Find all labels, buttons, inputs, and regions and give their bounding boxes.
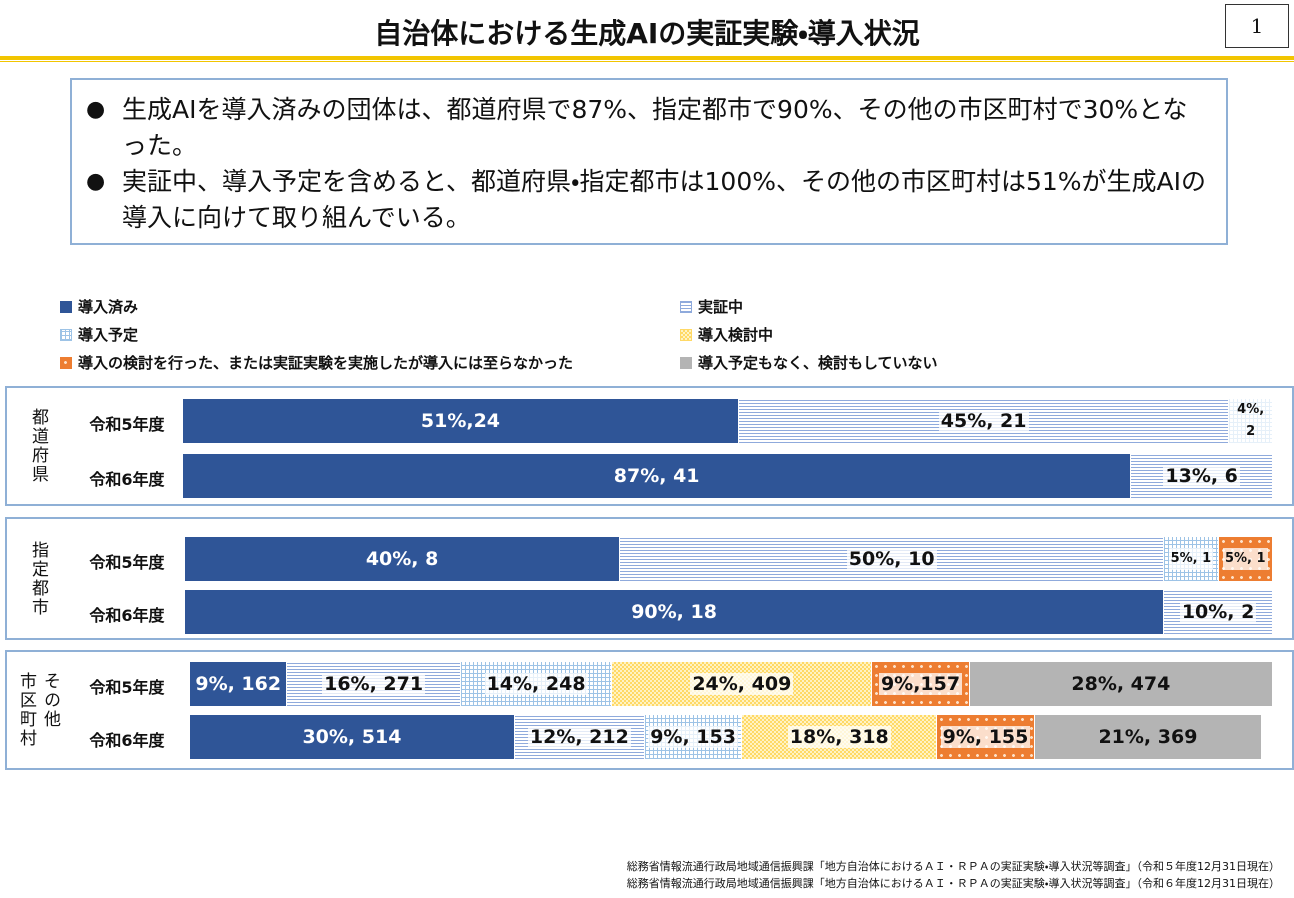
- legend-swatch: [60, 328, 72, 341]
- value-label: 4%, 2: [1229, 399, 1272, 443]
- bar-segment: 9%, 155: [937, 715, 1035, 759]
- value-label: 9%, 153: [648, 726, 738, 748]
- bar-segment: 9%, 153: [644, 715, 743, 759]
- group-label-line: 指定都市: [28, 540, 48, 617]
- legend-item: 導入検討中: [680, 324, 773, 345]
- bar-segment: 24%, 409: [612, 662, 873, 706]
- bar-segment: 30%, 514: [190, 715, 515, 759]
- legend-swatch: [60, 356, 72, 369]
- legend: 導入済み 実証中導入予定 導入検討中導入の検討を行った、または実証実験を実施したが導…: [60, 296, 1060, 376]
- legend-swatch: [60, 300, 72, 313]
- bar-segment: 87%, 41: [183, 454, 1132, 498]
- value-label: 30%, 514: [302, 726, 402, 748]
- value-label: 10%, 2: [1179, 601, 1257, 623]
- legend-item: 導入の検討を行った、または実証実験を実施したが導入には至らなかった: [60, 352, 573, 373]
- category-label: 令和6年度: [89, 731, 165, 750]
- value-label: 45%, 21: [938, 410, 1029, 432]
- value-label: 5%, 1: [1168, 548, 1214, 570]
- group-label-text: 指定都市: [26, 541, 50, 617]
- bar-segment: 40%, 8: [185, 537, 621, 581]
- title-rule: [0, 61, 1294, 62]
- value-label: 9%, 162: [195, 673, 282, 695]
- value-label: 28%, 474: [1071, 673, 1171, 695]
- value-label: 9%, 155: [940, 726, 1031, 748]
- bar-segment: 9%, 162: [190, 662, 288, 706]
- bar-segment: 21%, 369: [1034, 715, 1263, 759]
- value-label: 16%, 271: [322, 673, 426, 695]
- title-rule: [0, 56, 1294, 60]
- legend-label: 導入検討中: [698, 326, 774, 344]
- bar-segment: 9%,157: [872, 662, 970, 706]
- bullet-text: 実証中、導入予定を含めると、都道府県・指定都市は100%、その他の市区町村は51…: [122, 167, 1207, 232]
- legend-item: 実証中: [680, 296, 743, 317]
- legend-item: 導入予定: [60, 324, 138, 345]
- bullet-item: ● 実証中、導入予定を含めると、都道府県・指定都市は100%、その他の市区町村は5…: [86, 164, 1212, 236]
- group-label: 都道府県: [13, 388, 63, 504]
- bullet-item: ● 生成AIを導入済みの団体は、都道府県で87%、指定都市で90%、その他の市区町…: [86, 92, 1212, 164]
- summary-box: ● 生成AIを導入済みの団体は、都道府県で87%、指定都市で90%、その他の市区町…: [70, 78, 1228, 245]
- bar-segment: 5%, 1: [1218, 537, 1273, 581]
- value-label: 9%,157: [878, 673, 963, 695]
- bar-segment: 14%, 248: [460, 662, 613, 706]
- footnote: 総務省情報流通行政局地域通信振興課「地方自治体におけるＡＩ・ＲＰＡの実証実験・導…: [626, 877, 1280, 890]
- category-label: 令和5年度: [89, 415, 165, 434]
- legend-swatch: [680, 328, 692, 341]
- group-label-text: 都道府県: [26, 408, 50, 484]
- value-label: 14%, 248: [484, 673, 588, 695]
- value-label: 18%, 318: [787, 726, 891, 748]
- bullet-text: 生成AIを導入済みの団体は、都道府県で87%、指定都市で90%、その他の市区町村…: [122, 95, 1188, 160]
- value-label: 40%, 8: [365, 548, 439, 570]
- value-label: 24%, 409: [690, 673, 794, 695]
- bar-segment: 4%, 2: [1229, 399, 1273, 443]
- legend-swatch: [680, 300, 692, 313]
- legend-swatch: [680, 356, 692, 369]
- legend-item: 導入済み: [60, 296, 138, 317]
- slide-title: 自治体における生成AIの実証実験・導入状況: [374, 17, 920, 50]
- bullet-dot: ●: [86, 169, 106, 194]
- bar-segment: 12%, 212: [514, 715, 645, 759]
- group-label-line: 市区町村: [16, 672, 36, 748]
- value-label: 13%, 6: [1163, 465, 1240, 487]
- page-number: 1: [1225, 4, 1289, 48]
- bar-segment: 13%, 6: [1131, 454, 1273, 498]
- group-label-line: 都道府県: [28, 408, 48, 484]
- category-label: 令和6年度: [89, 606, 165, 625]
- chart-panel: 都道府県 令和5年度 51%,24 45%, 21 4%, 2 令和6年度 87%, 41 1…: [5, 386, 1294, 506]
- legend-label: 導入済み: [78, 298, 139, 316]
- bar-segment: 16%, 271: [287, 662, 461, 706]
- chart-panel: その他 市区町村 令和5年度 9%, 162 16%, 271 14%, 248 24%, …: [5, 650, 1294, 770]
- group-label-text: その他 市区町村: [14, 672, 62, 748]
- group-label: その他 市区町村: [13, 652, 63, 768]
- bar-segment: 10%, 2: [1164, 590, 1273, 634]
- value-label: 12%, 212: [527, 726, 631, 748]
- bar-segment: 90%, 18: [185, 590, 1165, 634]
- legend-label: 導入予定: [78, 326, 139, 344]
- value-label: 87%, 41: [613, 465, 700, 487]
- legend-item: 導入予定もなく、検討もしていない: [680, 352, 938, 373]
- category-label: 令和5年度: [89, 553, 165, 572]
- bar-segment: 28%, 474: [969, 662, 1273, 706]
- chart-panel: 指定都市 令和5年度 40%, 8 50%, 10 5%, 1 5%, 1 令和6年度 90%…: [5, 517, 1294, 640]
- value-label: 50%, 10: [846, 548, 937, 570]
- footnote: 総務省情報流通行政局地域通信振興課「地方自治体におけるＡＩ・ＲＰＡの実証実験・導…: [626, 860, 1280, 873]
- legend-label: 実証中: [698, 298, 744, 316]
- value-label: 21%, 369: [1098, 726, 1198, 748]
- bar-segment: 51%,24: [183, 399, 739, 443]
- bar-segment: 45%, 21: [738, 399, 1230, 443]
- value-label: 51%,24: [420, 410, 501, 432]
- legend-label: 導入予定もなく、検討もしていない: [698, 354, 938, 372]
- bar-segment: 18%, 318: [742, 715, 938, 759]
- bar-segment: 5%, 1: [1164, 537, 1219, 581]
- group-label-line: その他: [40, 672, 60, 729]
- value-label: 90%, 18: [631, 601, 717, 623]
- category-label: 令和6年度: [89, 470, 165, 489]
- group-label: 指定都市: [13, 519, 63, 638]
- bar-segment: 50%, 10: [620, 537, 1165, 581]
- bullet-dot: ●: [86, 97, 106, 122]
- legend-label: 導入の検討を行った、または実証実験を実施したが導入には至らなかった: [78, 354, 574, 372]
- category-label: 令和5年度: [89, 678, 165, 697]
- value-label: 5%, 1: [1222, 548, 1268, 570]
